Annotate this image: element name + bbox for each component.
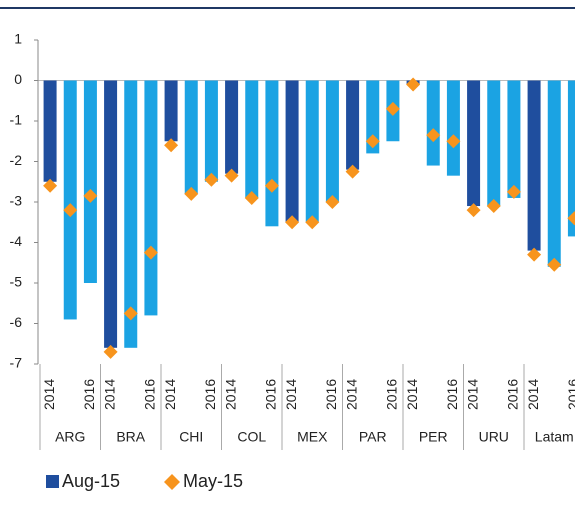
bar (225, 80, 239, 174)
x-tick-label: 2014 (525, 379, 541, 410)
diamond-marker (305, 215, 320, 230)
diamond-marker (43, 178, 58, 193)
bar (487, 80, 501, 207)
group-label: ARG (55, 429, 85, 445)
x-tick-label: 2014 (464, 379, 480, 410)
diamond-marker (466, 203, 481, 218)
bar (507, 80, 521, 198)
diamond-marker (143, 245, 158, 260)
bar (446, 80, 460, 176)
x-tick-label: 2014 (404, 379, 420, 410)
y-tick-label: 0 (14, 71, 22, 87)
diamond-marker (83, 188, 98, 203)
bar (265, 80, 279, 227)
diamond-marker (184, 186, 199, 201)
bar (366, 80, 380, 154)
x-tick-label: 2016 (444, 379, 460, 410)
x-tick-label: 2016 (505, 379, 521, 410)
bar (567, 80, 575, 237)
y-tick-label: -5 (10, 274, 23, 290)
group-label: PER (419, 429, 448, 445)
bar (527, 80, 541, 251)
diamond-marker (527, 247, 542, 262)
x-tick-label: 2016 (142, 379, 158, 410)
bar (285, 80, 299, 223)
bar (43, 80, 57, 182)
diamond-marker (264, 178, 279, 193)
diamond-marker (426, 128, 441, 143)
bar (245, 80, 259, 198)
x-tick-label: 2014 (222, 379, 238, 410)
bar (63, 80, 77, 320)
group-label: COL (237, 429, 266, 445)
x-tick-label: 2016 (81, 379, 97, 410)
bar (467, 80, 481, 207)
bar (305, 80, 319, 223)
bar (144, 80, 158, 316)
bar (184, 80, 198, 194)
bar (164, 80, 178, 142)
bar (83, 80, 97, 283)
x-tick-label: 2016 (263, 379, 279, 410)
diamond-marker (63, 203, 78, 218)
diamond-marker (567, 211, 575, 226)
y-tick-label: -1 (10, 112, 23, 128)
y-tick-label: -4 (10, 233, 23, 249)
x-tick-label: 2014 (41, 379, 57, 410)
diamond-marker (365, 134, 380, 149)
x-tick-label: 2016 (384, 379, 400, 410)
bar (325, 80, 339, 202)
y-tick-label: -6 (10, 314, 23, 330)
bar (426, 80, 440, 166)
group-label: URU (479, 429, 509, 445)
y-tick-label: 1 (14, 31, 22, 47)
x-tick-label: 2016 (323, 379, 339, 410)
x-tick-label: 2014 (162, 379, 178, 410)
diamond-marker (446, 134, 461, 149)
legend-swatch (46, 475, 59, 488)
group-label: MEX (297, 429, 328, 445)
diamond-marker (506, 184, 521, 199)
diamond-marker (325, 195, 340, 209)
bar (346, 80, 360, 170)
x-tick-label: 2016 (202, 379, 218, 410)
diamond-marker (224, 168, 239, 183)
x-tick-label: 2014 (101, 379, 117, 410)
y-tick-label: -3 (10, 193, 23, 209)
x-tick-label: 2016 (565, 379, 575, 410)
legend-label: May-15 (183, 471, 243, 491)
diamond-marker (123, 306, 138, 321)
legend-swatch (164, 474, 180, 490)
group-label: PAR (359, 429, 387, 445)
legend-label: Aug-15 (62, 471, 120, 491)
bar (547, 80, 561, 267)
diamond-marker (204, 172, 219, 187)
diamond-marker (547, 257, 562, 272)
diamond-marker (103, 344, 118, 359)
group-label: BRA (116, 429, 145, 445)
y-tick-label: -2 (10, 152, 23, 168)
diamond-marker (244, 190, 259, 205)
bar (204, 80, 218, 182)
y-tick-label: -7 (10, 355, 23, 371)
group-label: CHI (179, 429, 203, 445)
diamond-marker (385, 101, 400, 116)
group-label: Latam (535, 429, 574, 445)
diamond-marker (285, 215, 300, 230)
bar (104, 80, 118, 348)
bar (124, 80, 138, 348)
diamond-marker (406, 77, 421, 92)
x-tick-label: 2014 (283, 379, 299, 410)
diamond-marker (345, 164, 360, 179)
x-tick-label: 2014 (343, 379, 359, 410)
diamond-marker (164, 138, 179, 153)
diamond-marker (486, 199, 501, 214)
